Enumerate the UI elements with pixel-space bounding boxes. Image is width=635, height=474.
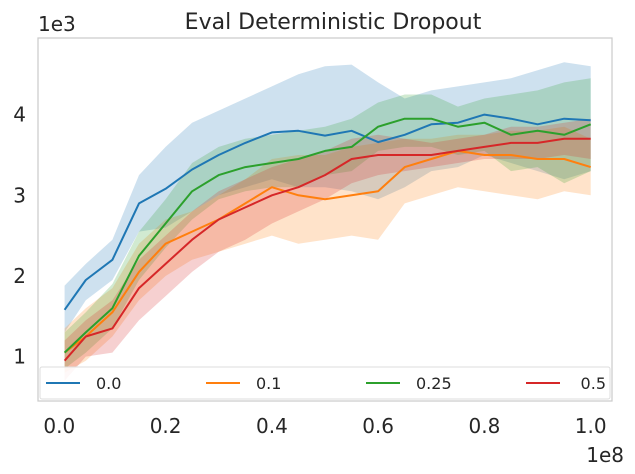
legend-box xyxy=(39,366,611,400)
x-tick-label: 1.0 xyxy=(575,414,607,438)
x-axis-ticks: 0.0 0.2 0.4 0.6 0.8 1.0 xyxy=(43,414,606,438)
legend-label-0.1: 0.1 xyxy=(256,374,281,393)
band-0.5 xyxy=(64,118,591,381)
chart-title: Eval Deterministic Dropout xyxy=(185,10,482,35)
y-axis-ticks: 1 2 3 4 xyxy=(13,103,26,369)
line-0.0 xyxy=(63,113,591,311)
y-offset-label: 1e3 xyxy=(38,12,76,36)
x-tick-label: 0.0 xyxy=(43,414,75,438)
y-tick-label: 3 xyxy=(13,183,26,207)
y-tick-label: 2 xyxy=(13,264,26,288)
band-0.0 xyxy=(64,62,591,333)
x-offset-label: 1e8 xyxy=(586,443,624,467)
x-tick-label: 0.6 xyxy=(362,414,394,438)
line-0.5 xyxy=(63,137,591,362)
legend-label-0.25: 0.25 xyxy=(416,374,452,393)
legend-label-0.0: 0.0 xyxy=(96,374,121,393)
line-0.25 xyxy=(63,117,592,354)
legend-label-0.5: 0.5 xyxy=(581,374,606,393)
series-lines xyxy=(63,113,592,362)
x-tick-label: 0.4 xyxy=(256,414,288,438)
line-0.1 xyxy=(63,149,591,354)
x-tick-label: 0.8 xyxy=(468,414,500,438)
legend: 0.0 0.1 0.25 0.5 xyxy=(39,366,611,400)
plot-frame xyxy=(37,37,613,402)
y-tick-label: 1 xyxy=(13,345,26,369)
band-0.1 xyxy=(64,126,591,373)
y-tick-label: 4 xyxy=(13,103,26,127)
x-tick-label: 0.2 xyxy=(150,414,182,438)
